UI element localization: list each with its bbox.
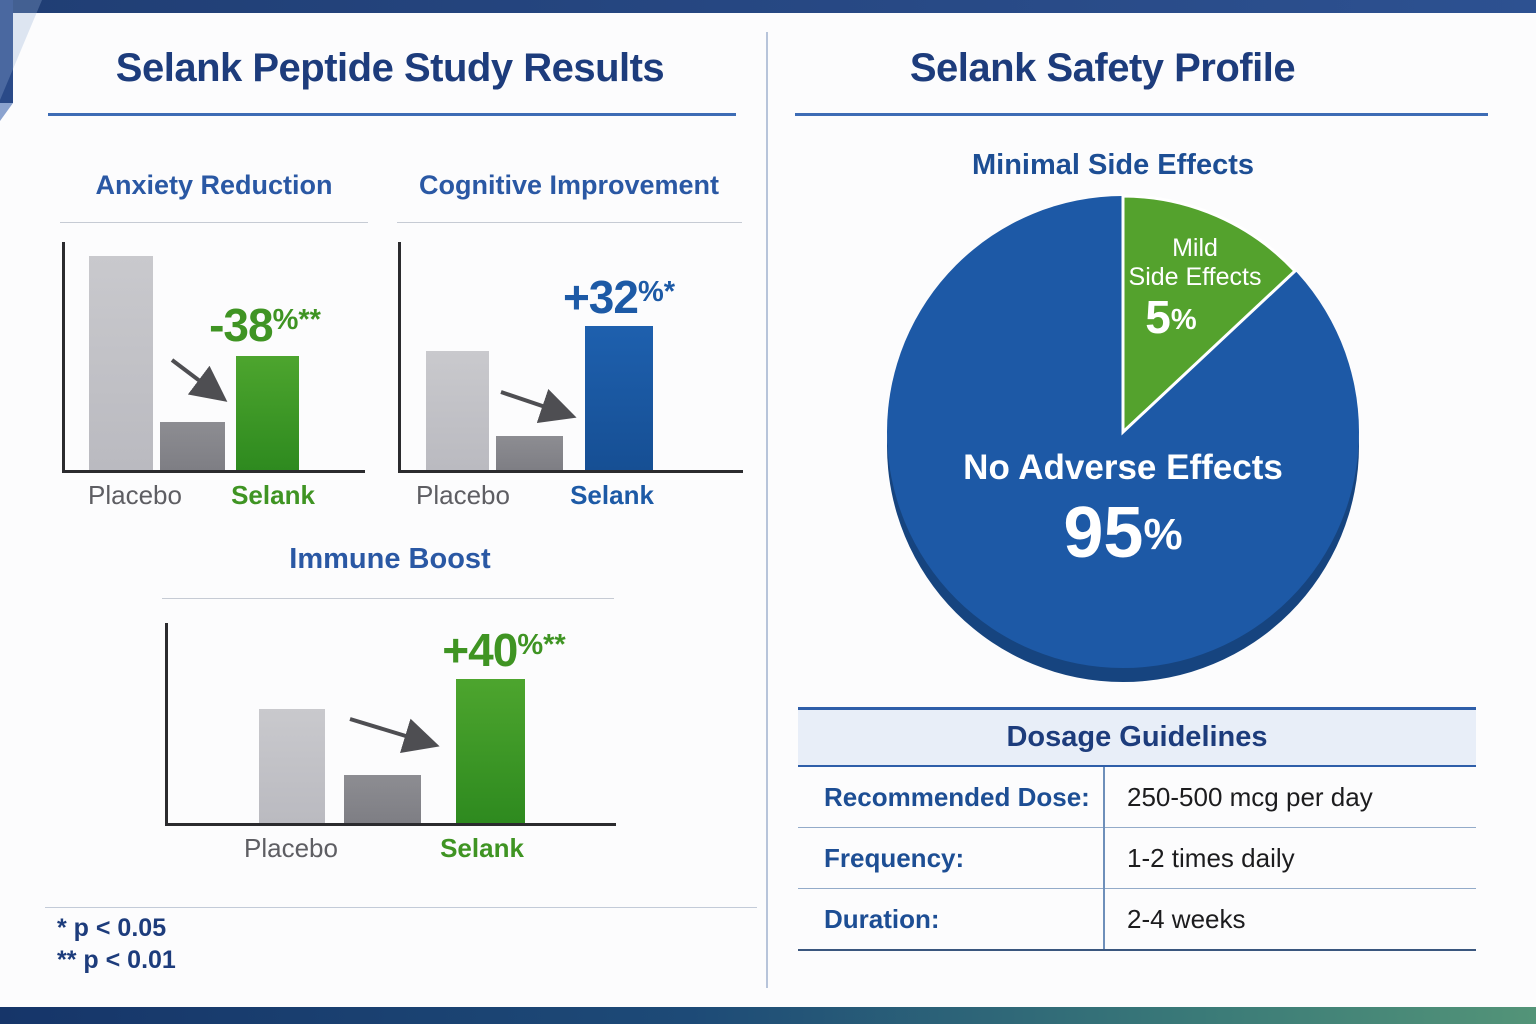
bar-selank <box>456 679 525 823</box>
left-title-underline <box>48 113 736 116</box>
x-label-placebo: Placebo <box>416 480 510 510</box>
side-effects-pie-chart: Mild Side Effects 5% No Adverse Effects … <box>876 192 1370 692</box>
dosage-guidelines-table: Dosage Guidelines Recommended Dose: 250-… <box>798 707 1476 951</box>
footnote-p01: ** p < 0.01 <box>57 946 176 974</box>
change-annotation: +32%* <box>519 270 719 324</box>
bar-placebo-baseline <box>426 351 489 470</box>
footnote-divider <box>45 907 757 908</box>
pie-slice-mild-side-effects <box>1121 194 1298 436</box>
bar-selank <box>585 326 653 470</box>
bar-placebo-baseline <box>89 255 153 470</box>
row-value: 250-500 mcg per day <box>1127 781 1373 812</box>
bar-placebo-secondary <box>160 422 225 470</box>
wedge-label-line1: Mild <box>1172 234 1218 262</box>
main-slice-percent: 95% <box>876 492 1370 574</box>
wedge-percent-value: 5 <box>1145 291 1171 343</box>
annotation-suffix: %** <box>272 304 321 336</box>
chart-title: Anxiety Reduction <box>95 170 333 200</box>
left-border-corner <box>0 103 13 121</box>
chart-title-underline <box>397 222 742 223</box>
panel-divider <box>766 32 768 988</box>
left-border-strip <box>0 0 13 103</box>
trend-arrow-icon <box>500 388 577 424</box>
table-row: Duration: 2-4 weeks <box>798 888 1476 949</box>
annotation-value: -38 <box>209 299 273 351</box>
percent-sign: % <box>1170 304 1197 336</box>
right-title-underline <box>795 113 1488 116</box>
main-percent-value: 95 <box>1063 493 1144 573</box>
cognitive-improvement-chart: Cognitive Improvement +32%* Placebo Sela… <box>393 170 745 530</box>
bar-placebo-secondary <box>496 435 563 470</box>
pie-svg <box>887 194 1359 682</box>
right-panel-title: Selank Safety Profile <box>909 46 1296 90</box>
wedge-label: Mild Side Effects <box>1110 234 1280 292</box>
wedge-percent: 5% <box>1116 290 1226 344</box>
wedge-label-line2: Side Effects <box>1128 263 1262 291</box>
bar-placebo-secondary <box>344 775 421 823</box>
percent-sign: % <box>1143 510 1183 559</box>
annotation-value: +40 <box>442 624 518 676</box>
annotation-suffix: %** <box>517 629 566 661</box>
row-value: 2-4 weeks <box>1127 903 1246 934</box>
x-label-selank: Selank <box>231 480 315 510</box>
x-label-selank: Selank <box>440 833 524 863</box>
change-annotation: -38%** <box>165 298 365 352</box>
bar-placebo-baseline <box>259 709 325 823</box>
plot-area: +32%* <box>398 242 743 473</box>
immune-boost-chart: Immune Boost +40%** Placebo Selank <box>160 543 620 883</box>
anxiety-reduction-chart: Anxiety Reduction -38%** Placebo Selank <box>58 170 370 530</box>
plot-area: +40%** <box>165 623 616 826</box>
chart-title: Immune Boost <box>289 543 491 575</box>
change-annotation: +40%** <box>404 623 604 677</box>
corner-sheen <box>0 0 42 100</box>
table-row: Recommended Dose: 250-500 mcg per day <box>798 767 1476 827</box>
annotation-value: +32 <box>562 271 639 323</box>
bar-selank <box>236 356 299 470</box>
x-label-selank: Selank <box>570 480 654 510</box>
x-label-placebo: Placebo <box>88 480 182 510</box>
table-title: Dosage Guidelines <box>798 707 1476 767</box>
chart-title-underline <box>60 222 368 223</box>
main-slice-label: No Adverse Effects <box>963 448 1283 487</box>
row-label: Recommended Dose: <box>824 781 1090 812</box>
left-panel-title: Selank Peptide Study Results <box>115 46 665 90</box>
table-column-divider <box>1103 767 1105 949</box>
trend-arrow-icon <box>170 358 228 402</box>
row-value: 1-2 times daily <box>1127 842 1295 873</box>
trend-arrow-icon <box>349 717 440 754</box>
annotation-suffix: %* <box>637 276 676 308</box>
footnote-p05: * p < 0.05 <box>57 914 167 942</box>
chart-title-underline <box>162 598 614 599</box>
row-label: Frequency: <box>824 842 965 873</box>
table-body: Recommended Dose: 250-500 mcg per day Fr… <box>798 767 1476 951</box>
row-label: Duration: <box>824 903 940 934</box>
chart-title: Cognitive Improvement <box>418 170 720 200</box>
bottom-border-strip <box>0 1007 1536 1024</box>
top-border-strip <box>0 0 1536 13</box>
pie-chart-title: Minimal Side Effects <box>971 149 1254 181</box>
table-row: Frequency: 1-2 times daily <box>798 827 1476 888</box>
plot-area: -38%** <box>62 242 365 473</box>
x-label-placebo: Placebo <box>244 833 338 863</box>
